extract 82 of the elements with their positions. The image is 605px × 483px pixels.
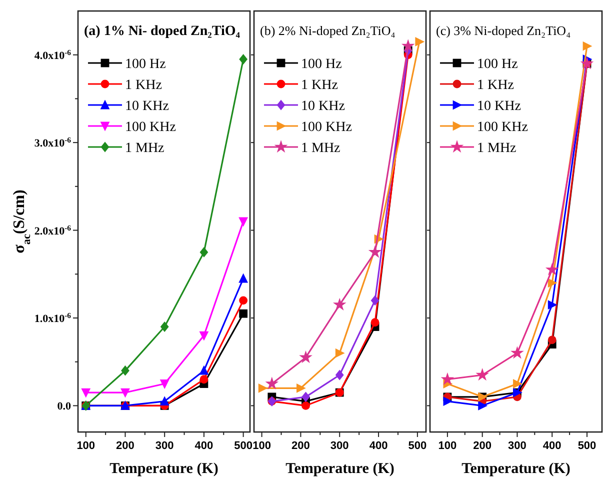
x-tick-label: 100 [252,440,271,452]
point [582,41,592,51]
legend-label: 1 MHz [477,141,516,156]
point [238,273,248,283]
point [121,365,130,376]
x-tick-label: 300 [508,440,526,452]
point [296,383,306,393]
point [368,245,382,258]
y-tick-label: 3.0x10$^{-6}$ [34,135,72,150]
point [239,54,248,64]
x-tick-label: 400 [194,440,214,452]
point [120,388,130,398]
text: (a) 1% Ni- doped Zn₂TiO₄ [84,24,241,39]
legend-label: 100 KHz [125,120,176,135]
legend-label: 1 MHz [125,141,164,156]
point [200,375,208,384]
point [401,39,415,52]
x-axis-title: Temperature (K) [462,461,570,477]
point [200,247,208,258]
legend-label: 1 KHz [125,78,162,93]
x-tick-label: 100 [438,440,457,452]
legend-label: 10 KHz [125,99,169,114]
x-axis-title: Temperature (K) [286,461,394,477]
point [332,298,346,310]
point [199,365,209,375]
x-axis-title: Temperature (K) [110,461,218,477]
point [548,300,558,310]
x-tick-label: 500 [234,440,252,452]
point [258,383,268,393]
x-tick-label: 100 [76,440,96,452]
point [299,350,312,364]
x-tick-label: 500 [578,440,596,452]
legend-label: 100 KHz [477,120,528,135]
legend-label: 1 KHz [477,78,514,93]
point [580,56,594,70]
point [265,376,279,390]
point [440,372,454,386]
legend-label: 100 KHz [301,120,352,135]
text: (b) 2% Ni-doped Zn₂TiO₄ [260,23,396,38]
point [160,380,170,389]
text: (c) 3% Ni-doped Zn₂TiO₄ [436,23,572,38]
point [370,295,380,306]
point [335,370,344,380]
x-tick-label: 300 [155,440,174,452]
point [513,379,522,388]
point [160,396,170,406]
point [199,331,209,341]
x-tick-label: 200 [473,440,492,452]
point [478,400,488,410]
point [302,392,310,402]
point [548,278,558,288]
x-tick-label: 400 [542,440,562,452]
point [302,401,310,410]
legend-label: 100 Hz [125,57,166,72]
point [239,296,248,305]
x-tick-label: 400 [369,440,388,452]
point [443,396,453,406]
x-tick-label: 500 [408,440,427,452]
y-tick-label: 2.0x10$^{-6}$ [34,222,72,238]
x-tick-label: 200 [292,440,310,452]
y-tick-label: 4.0x10$^{-6}$ [34,47,72,62]
legend-label: 1 KHz [301,78,338,93]
point [335,348,345,358]
x-tick-label: 300 [330,440,349,452]
legend-label: 10 KHz [477,99,521,114]
point [510,346,524,359]
point [239,309,248,318]
point [415,37,425,46]
x-tick-label: 200 [116,440,134,452]
point [370,318,380,327]
point [238,217,248,227]
y-tick-label: 0.0 [57,400,72,413]
y-tick-label: 1.0x10$^{-6}$ [34,310,72,325]
point [81,388,91,398]
point [476,368,489,381]
point [548,336,556,344]
legend-label: 10 KHz [301,99,345,114]
point [160,322,169,332]
point [545,262,559,276]
legend-label: 1 MHz [301,141,340,156]
legend-label: 100 Hz [477,57,518,72]
legend-label: 100 Hz [301,57,342,72]
